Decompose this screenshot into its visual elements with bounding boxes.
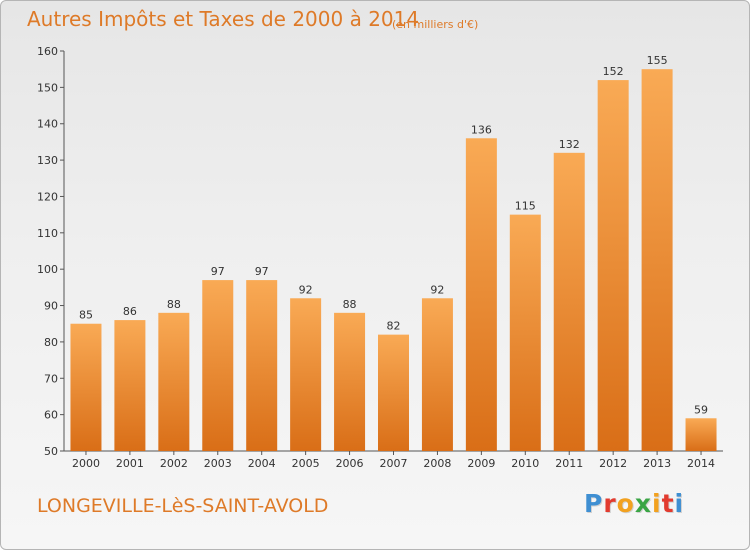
y-tick-label: 110 [37, 227, 58, 240]
x-tick-label: 2001 [116, 457, 144, 470]
bar-value-label: 59 [694, 403, 708, 416]
bar [509, 214, 541, 451]
logo-letter: i [652, 489, 662, 518]
x-tick-label: 2005 [292, 457, 320, 470]
bar [158, 312, 190, 451]
bar [421, 298, 453, 451]
bar [553, 152, 585, 451]
x-tick-label: 2006 [336, 457, 364, 470]
x-tick-label: 2014 [687, 457, 715, 470]
y-tick-label: 140 [37, 118, 58, 131]
bar [597, 80, 629, 451]
logo-letter: x [634, 489, 652, 518]
x-tick-label: 2010 [511, 457, 539, 470]
x-tick-label: 2013 [643, 457, 671, 470]
x-tick-label: 2003 [204, 457, 232, 470]
logo-letter: P [584, 489, 604, 518]
chart-title: Autres Impôts et Taxes de 2000 à 2014 [27, 7, 420, 31]
x-tick-label: 2002 [160, 457, 188, 470]
town-name: LONGEVILLE-LèS-SAINT-AVOLD [37, 495, 329, 517]
bar-value-label: 132 [559, 138, 580, 151]
x-tick-label: 2012 [599, 457, 627, 470]
y-tick-label: 50 [44, 445, 58, 458]
bar-value-label: 152 [603, 65, 624, 78]
bar [465, 138, 497, 452]
x-tick-label: 2007 [380, 457, 408, 470]
bar-value-label: 85 [79, 309, 93, 322]
bar-value-label: 82 [387, 320, 401, 333]
x-tick-label: 2009 [467, 457, 495, 470]
logo-letter: r [603, 489, 617, 518]
bar-value-label: 92 [430, 283, 444, 296]
bar-value-label: 92 [299, 283, 313, 296]
x-tick-label: 2008 [423, 457, 451, 470]
bar [246, 280, 278, 451]
y-tick-label: 120 [37, 190, 58, 203]
bar-value-label: 88 [343, 298, 357, 311]
proxiti-logo: Proxiti [584, 489, 684, 518]
bar [378, 334, 409, 451]
bar [202, 280, 234, 451]
bar-value-label: 155 [647, 54, 668, 67]
logo-letter: t [661, 489, 675, 518]
chart-subtitle: (en milliers d'€) [392, 18, 479, 31]
y-tick-label: 60 [44, 409, 58, 422]
y-tick-label: 130 [37, 154, 58, 167]
bar-value-label: 97 [255, 265, 269, 278]
bar [334, 312, 366, 451]
bar [290, 298, 322, 451]
logo-letter: o [616, 489, 635, 518]
y-tick-label: 160 [37, 45, 58, 58]
x-tick-label: 2000 [72, 457, 100, 470]
bar-value-label: 86 [123, 305, 137, 318]
x-tick-label: 2004 [248, 457, 276, 470]
y-tick-label: 100 [37, 263, 58, 276]
y-tick-label: 90 [44, 300, 58, 313]
bar-value-label: 88 [167, 298, 181, 311]
bar [114, 320, 146, 451]
bar [685, 418, 717, 451]
y-tick-label: 80 [44, 336, 58, 349]
bar-value-label: 97 [211, 265, 225, 278]
bar [70, 323, 102, 451]
y-tick-label: 150 [37, 81, 58, 94]
bar [641, 69, 673, 451]
x-tick-label: 2011 [555, 457, 583, 470]
logo-letter: i [674, 489, 685, 518]
bar-value-label: 115 [515, 200, 536, 213]
bar-value-label: 136 [471, 123, 492, 136]
y-tick-label: 70 [44, 372, 58, 385]
